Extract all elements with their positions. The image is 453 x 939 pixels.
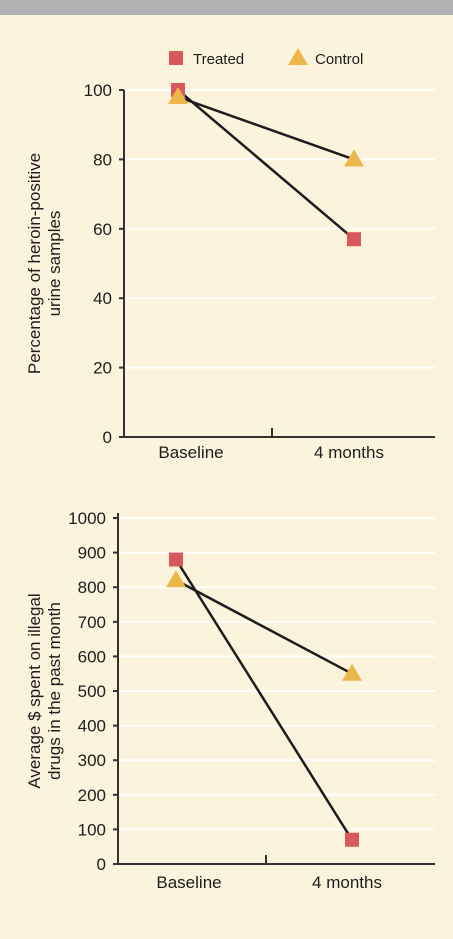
legend-marker-treated	[169, 51, 183, 65]
y-axis-title: Average $ spent on illegaldrugs in the p…	[25, 593, 64, 788]
x-tick-label: 4 months	[312, 873, 382, 892]
y-tick-label: 1000	[68, 509, 106, 528]
chart-panel-2: 0 100 200 300 400 500 600 700 800 900 1000 Baseline…	[25, 509, 435, 892]
y-tick-label: 0	[97, 855, 106, 874]
y-tick-label: 800	[78, 578, 106, 597]
data-point-control	[166, 570, 186, 588]
y-tick-label: 100	[84, 81, 112, 100]
y-tick-label: 20	[93, 359, 112, 378]
data-point-treated	[347, 232, 361, 247]
data-point-control	[342, 663, 362, 681]
y-tick-label: 500	[78, 682, 106, 701]
x-tick-label: Baseline	[158, 443, 223, 462]
y-tick-label: 900	[78, 544, 106, 563]
y-axis-title-line: Average $ spent on illegal	[25, 593, 44, 788]
data-point-control	[168, 86, 188, 104]
x-tick-label: Baseline	[156, 873, 221, 892]
y-tick-label: 200	[78, 786, 106, 805]
y-axis-title-line: Percentage of heroin-positive	[25, 153, 44, 374]
series-line-control	[175, 579, 353, 675]
y-axis-title: Percentage of heroin-positiveurine sampl…	[25, 153, 64, 374]
legend-marker-control	[288, 48, 308, 65]
data-point-treated	[345, 832, 359, 847]
y-tick-label: 0	[103, 428, 112, 447]
y-axis-title-line: drugs in the past month	[45, 602, 64, 780]
x-tick-label: 4 months	[314, 443, 384, 462]
y-tick-label: 80	[93, 150, 112, 169]
series-line-treated	[174, 558, 354, 841]
y-tick-label: 60	[93, 220, 112, 239]
legend-label-control: Control	[315, 51, 363, 68]
y-tick-label: 600	[78, 647, 106, 666]
series-line-treated	[177, 89, 355, 241]
top-band	[0, 0, 453, 15]
y-tick-label: 300	[78, 751, 106, 770]
chart-panel-1: 0 20 40 60 80 100 Baseline 4 months Percentage o…	[25, 81, 435, 462]
y-tick-label: 400	[78, 717, 106, 736]
y-tick-label: 700	[78, 613, 106, 632]
y-tick-label: 40	[93, 289, 112, 308]
data-point-treated	[169, 552, 183, 567]
legend-label-treated: Treated	[193, 51, 244, 68]
legend: Treated Control	[169, 48, 363, 68]
series-line-control	[177, 95, 355, 161]
y-tick-label: 100	[78, 820, 106, 839]
data-point-control	[344, 149, 364, 167]
y-axis-title-line: urine samples	[45, 211, 64, 317]
